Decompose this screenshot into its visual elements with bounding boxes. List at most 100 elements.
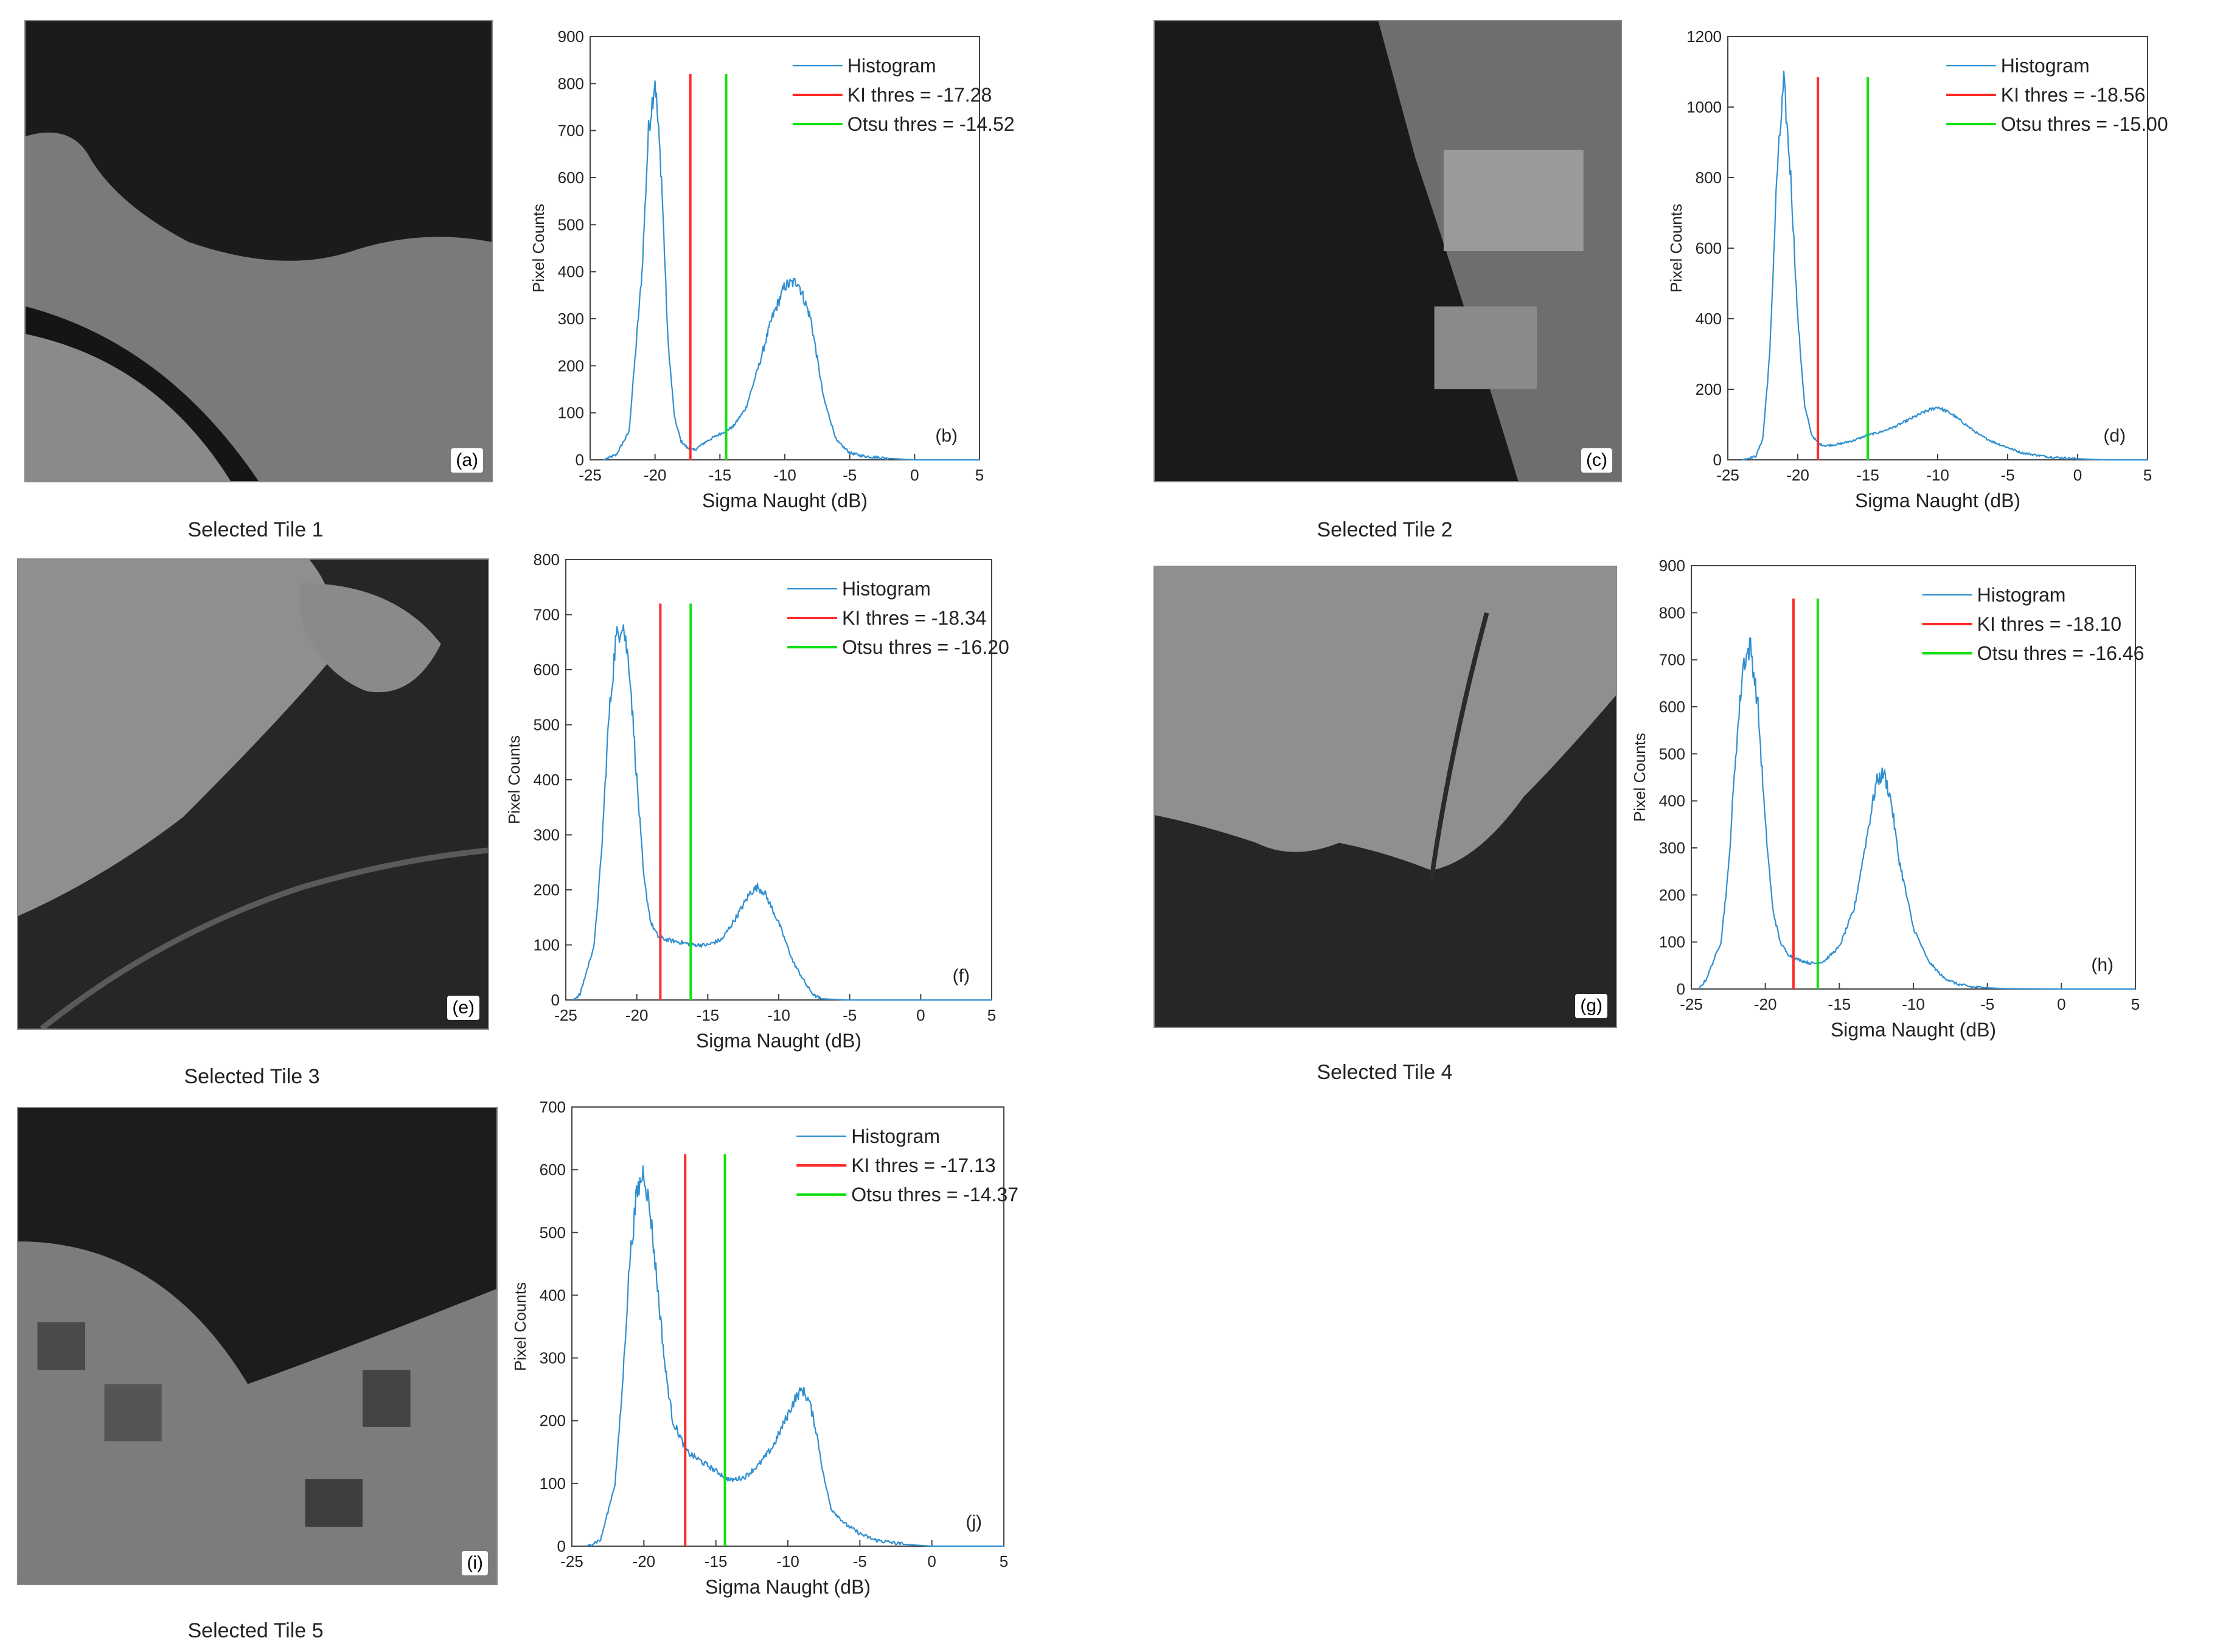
x-tick-label: -15 — [697, 1006, 720, 1024]
x-tick-label: 0 — [2073, 466, 2082, 484]
sar-tile-4-image — [1155, 567, 1616, 1027]
x-tick-label: 5 — [2131, 995, 2140, 1013]
y-tick-label: 900 — [1659, 557, 1685, 575]
x-tick-label: -5 — [2000, 466, 2014, 484]
y-tick-label: 1200 — [1686, 27, 1722, 46]
x-tick-label: -10 — [776, 1552, 799, 1570]
y-tick-label: 700 — [540, 1098, 566, 1116]
chart-svg: -25 -20 -15 -10 -5 0 50100200300400500600700Si… — [511, 1098, 1018, 1598]
chart-svg: -25 -20 -15 -10 -5 0 5 0 200 400 600 800 1000 1200 Sig… — [1667, 27, 2168, 512]
y-tick-label: 0 — [557, 1537, 566, 1555]
x-tick-label: -10 — [1926, 466, 1949, 484]
x-tick-label: -25 — [579, 466, 602, 484]
x-axis-label: Sigma Naught (dB) — [702, 490, 868, 512]
y-tick-label: 700 — [558, 122, 584, 140]
legend-entry: KI thres = -18.10 — [1977, 613, 2121, 635]
legend-entry: Histogram — [851, 1125, 940, 1147]
legend-entry: KI thres = -17.13 — [851, 1154, 995, 1176]
legend-entry: KI thres = -17.28 — [847, 84, 992, 106]
y-axis-label: Pixel Counts — [505, 735, 523, 824]
legend-entry: Histogram — [1977, 584, 2066, 606]
x-tick-label: 0 — [910, 466, 919, 484]
y-axis-label: Pixel Counts — [1667, 204, 1685, 293]
histogram-line — [586, 1165, 1004, 1547]
y-tick-label: 600 — [534, 661, 560, 679]
x-tick-label: -15 — [705, 1552, 728, 1570]
x-axis-label: Sigma Naught (dB) — [1831, 1019, 1996, 1041]
chart-svg: -25 -20 -15 -10 -5 0 5010020030040050060070080… — [505, 550, 1009, 1052]
x-tick-label: 5 — [975, 466, 984, 484]
sar-tile-2: (c) — [1153, 20, 1622, 482]
x-tick-label: -5 — [1980, 995, 1994, 1013]
y-tick-label: 300 — [558, 310, 584, 328]
y-tick-label: 700 — [534, 606, 560, 624]
legend-entry: KI thres = -18.56 — [2001, 84, 2145, 106]
tile-2-letter: (c) — [1581, 448, 1612, 473]
x-tick-label: -20 — [1754, 995, 1777, 1013]
x-tick-label: 5 — [2143, 466, 2152, 484]
y-tick-label: 100 — [558, 404, 584, 422]
sar-tile-1-image — [26, 21, 492, 481]
tile-4-caption: Selected Tile 4 — [1317, 1061, 1453, 1084]
x-tick-label: -25 — [560, 1552, 583, 1570]
tile-3-letter: (e) — [447, 996, 479, 1020]
y-tick-label: 300 — [540, 1349, 566, 1367]
x-tick-label: -5 — [843, 1006, 857, 1024]
y-tick-label: 200 — [540, 1412, 566, 1430]
sar-tile-1: (a) — [24, 20, 493, 482]
y-tick-label: 0 — [1713, 451, 1722, 469]
y-tick-label: 800 — [1659, 603, 1685, 622]
y-tick-label: 600 — [558, 168, 584, 187]
y-tick-label: 800 — [1696, 168, 1722, 187]
sar-tile-5-image — [18, 1108, 496, 1584]
y-tick-label: 700 — [1659, 651, 1685, 669]
y-tick-label: 500 — [558, 215, 584, 234]
tile-4-letter: (g) — [1575, 994, 1607, 1018]
chart-b: -25 -20 -15 -10 -5 0 5 0 100 200 300 400 500 600 700 80… — [505, 0, 1095, 547]
legend-entry: Otsu thres = -16.20 — [842, 636, 1009, 658]
x-tick-label: -5 — [853, 1552, 867, 1570]
y-tick-label: 300 — [534, 826, 560, 844]
sar-tile-3: (e) — [17, 558, 489, 1030]
sar-tile-2-image — [1155, 21, 1621, 481]
tile-2-caption: Selected Tile 2 — [1317, 518, 1453, 541]
x-axis-label: Sigma Naught (dB) — [705, 1576, 871, 1598]
y-tick-label: 100 — [540, 1474, 566, 1493]
y-tick-label: 400 — [558, 263, 584, 281]
x-tick-label: -10 — [1902, 995, 1925, 1013]
y-tick-label: 900 — [558, 27, 584, 46]
y-tick-label: 200 — [1659, 886, 1685, 904]
chart-f: -25 -20 -15 -10 -5 0 5 0 100 200 300 400 500 600 700 80… — [475, 529, 1107, 1095]
legend-entry: Otsu thres = -14.52 — [847, 113, 1015, 135]
y-tick-label: 600 — [1696, 239, 1722, 257]
tile-1-letter: (a) — [451, 448, 483, 473]
x-tick-label: -10 — [773, 466, 796, 484]
sar-tile-5: (i) — [17, 1107, 498, 1585]
y-tick-label: 400 — [540, 1286, 566, 1304]
x-tick-label: -5 — [843, 466, 857, 484]
y-tick-label: 500 — [540, 1223, 566, 1241]
x-tick-label: -25 — [554, 1006, 577, 1024]
chart-d: -25 -20 -15 -10 -5 0 5 0 200 400 600 800 1000 1200 Sig… — [1618, 0, 2220, 547]
legend-entry: Otsu thres = -15.00 — [2001, 113, 2168, 135]
y-tick-label: 0 — [551, 991, 560, 1009]
chart-j: -25 -20 -15 -10 -5 0 5 0 100 200 300 400 500 600 700 Si… — [481, 1071, 1107, 1648]
y-axis-label: Pixel Counts — [529, 204, 548, 293]
y-tick-label: 500 — [1659, 744, 1685, 763]
panel-label: (h) — [2091, 955, 2114, 975]
y-tick-label: 400 — [1696, 310, 1722, 328]
legend-entry: Histogram — [847, 55, 936, 77]
tile-1-caption: Selected Tile 1 — [187, 518, 324, 541]
x-tick-label: 0 — [916, 1006, 925, 1024]
y-tick-label: 600 — [1659, 698, 1685, 716]
x-tick-label: -15 — [709, 466, 732, 484]
legend-entry: Otsu thres = -16.46 — [1977, 642, 2145, 664]
y-tick-label: 0 — [1677, 980, 1685, 998]
y-tick-label: 400 — [534, 771, 560, 789]
y-tick-label: 600 — [540, 1161, 566, 1179]
x-tick-label: 0 — [927, 1552, 936, 1570]
panel-label: (j) — [966, 1512, 982, 1532]
legend-entry: Otsu thres = -14.37 — [851, 1184, 1018, 1206]
legend-entry: Histogram — [2001, 55, 2090, 77]
x-tick-label: -20 — [625, 1006, 649, 1024]
